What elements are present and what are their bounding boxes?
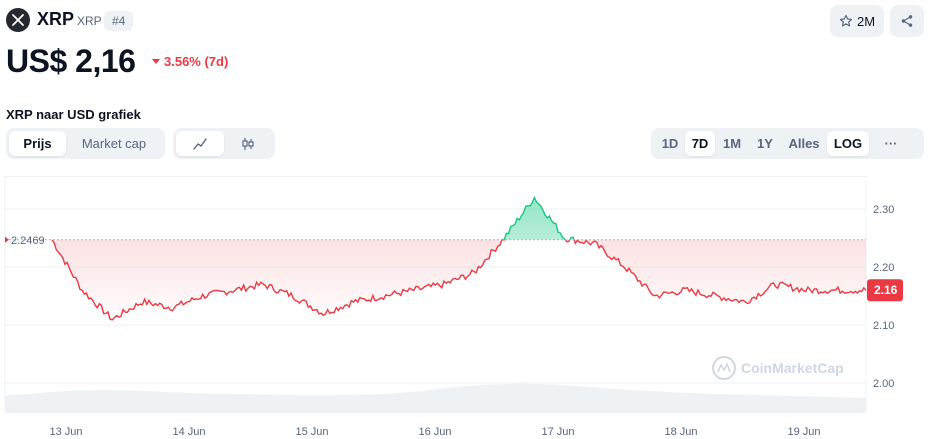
watermark-text: CoinMarketCap <box>741 360 844 376</box>
range-1y[interactable]: 1Y <box>757 136 773 151</box>
watermark-logo-icon <box>712 356 736 380</box>
x-tick-label: 17 Jun <box>541 426 574 438</box>
tab-price[interactable]: Prijs <box>9 131 66 156</box>
coin-symbol: XRP <box>77 14 102 28</box>
volume-area <box>5 383 866 413</box>
price-chart-svg: 2.30 2.20 2.10 2.00 2.2469 2.16 13 Jun 14 Jun 15… <box>4 176 903 438</box>
range-7d[interactable]: 7D <box>685 131 715 156</box>
line-chart-icon <box>193 137 207 150</box>
line-chart-button[interactable] <box>176 131 224 156</box>
current-price-label: 2.16 <box>874 283 898 297</box>
watchlist-button[interactable]: 2M <box>830 5 884 37</box>
caret-down-icon <box>152 59 160 64</box>
y-tick-label: 2.20 <box>873 262 894 274</box>
range-1d[interactable]: 1D <box>661 136 679 151</box>
y-tick-label: 2.30 <box>873 204 894 216</box>
x-tick-label: 16 Jun <box>418 426 451 438</box>
y-tick-label: 2.10 <box>873 320 894 332</box>
range-1m[interactable]: 1M <box>722 136 742 151</box>
xrp-logo-icon <box>12 14 24 26</box>
x-tick-label: 15 Jun <box>295 426 328 438</box>
candlestick-icon <box>242 137 254 150</box>
share-button[interactable] <box>890 5 924 37</box>
tab-market-cap[interactable]: Market cap <box>81 136 147 151</box>
price-change-7d: 3.56% (7d) <box>152 54 228 69</box>
chart-type-tabs: Prijs Market cap <box>6 128 165 159</box>
x-tick-label: 13 Jun <box>49 426 82 438</box>
current-price-box <box>867 279 903 302</box>
coin-name: XRP <box>37 9 75 29</box>
below-reference-area <box>52 239 866 320</box>
current-price: US$ 2,16 <box>6 43 136 79</box>
range-all[interactable]: Alles <box>788 136 820 151</box>
price-chart: 2.30 2.20 2.10 2.00 2.2469 2.16 13 Jun 14 Jun 15… <box>0 176 928 439</box>
xrp-logo <box>6 8 30 32</box>
x-tick-label: 19 Jun <box>787 426 820 438</box>
price-change-text: 3.56% (7d) <box>164 54 229 69</box>
reference-marker <box>5 236 9 243</box>
y-tick-label: 2.00 <box>873 378 894 390</box>
more-options-button[interactable]: ··· <box>884 136 898 151</box>
reference-label: 2.2469 <box>11 235 45 247</box>
candlestick-chart-button[interactable] <box>224 131 272 156</box>
star-icon <box>839 14 853 27</box>
x-tick-label: 14 Jun <box>172 426 205 438</box>
range-tabs: 1D 7D 1M 1Y Alles LOG ··· <box>651 128 924 159</box>
chart-style-tabs <box>173 128 275 159</box>
watermark-logo-mark <box>717 362 731 373</box>
share-icon <box>901 15 913 27</box>
log-toggle[interactable]: LOG <box>827 131 869 156</box>
chart-title: XRP naar USD grafiek <box>6 107 141 122</box>
rank-badge: #4 <box>104 11 134 31</box>
watchlist-count: 2M <box>856 13 876 29</box>
price-line-down <box>51 239 867 321</box>
x-tick-label: 18 Jun <box>664 426 697 438</box>
